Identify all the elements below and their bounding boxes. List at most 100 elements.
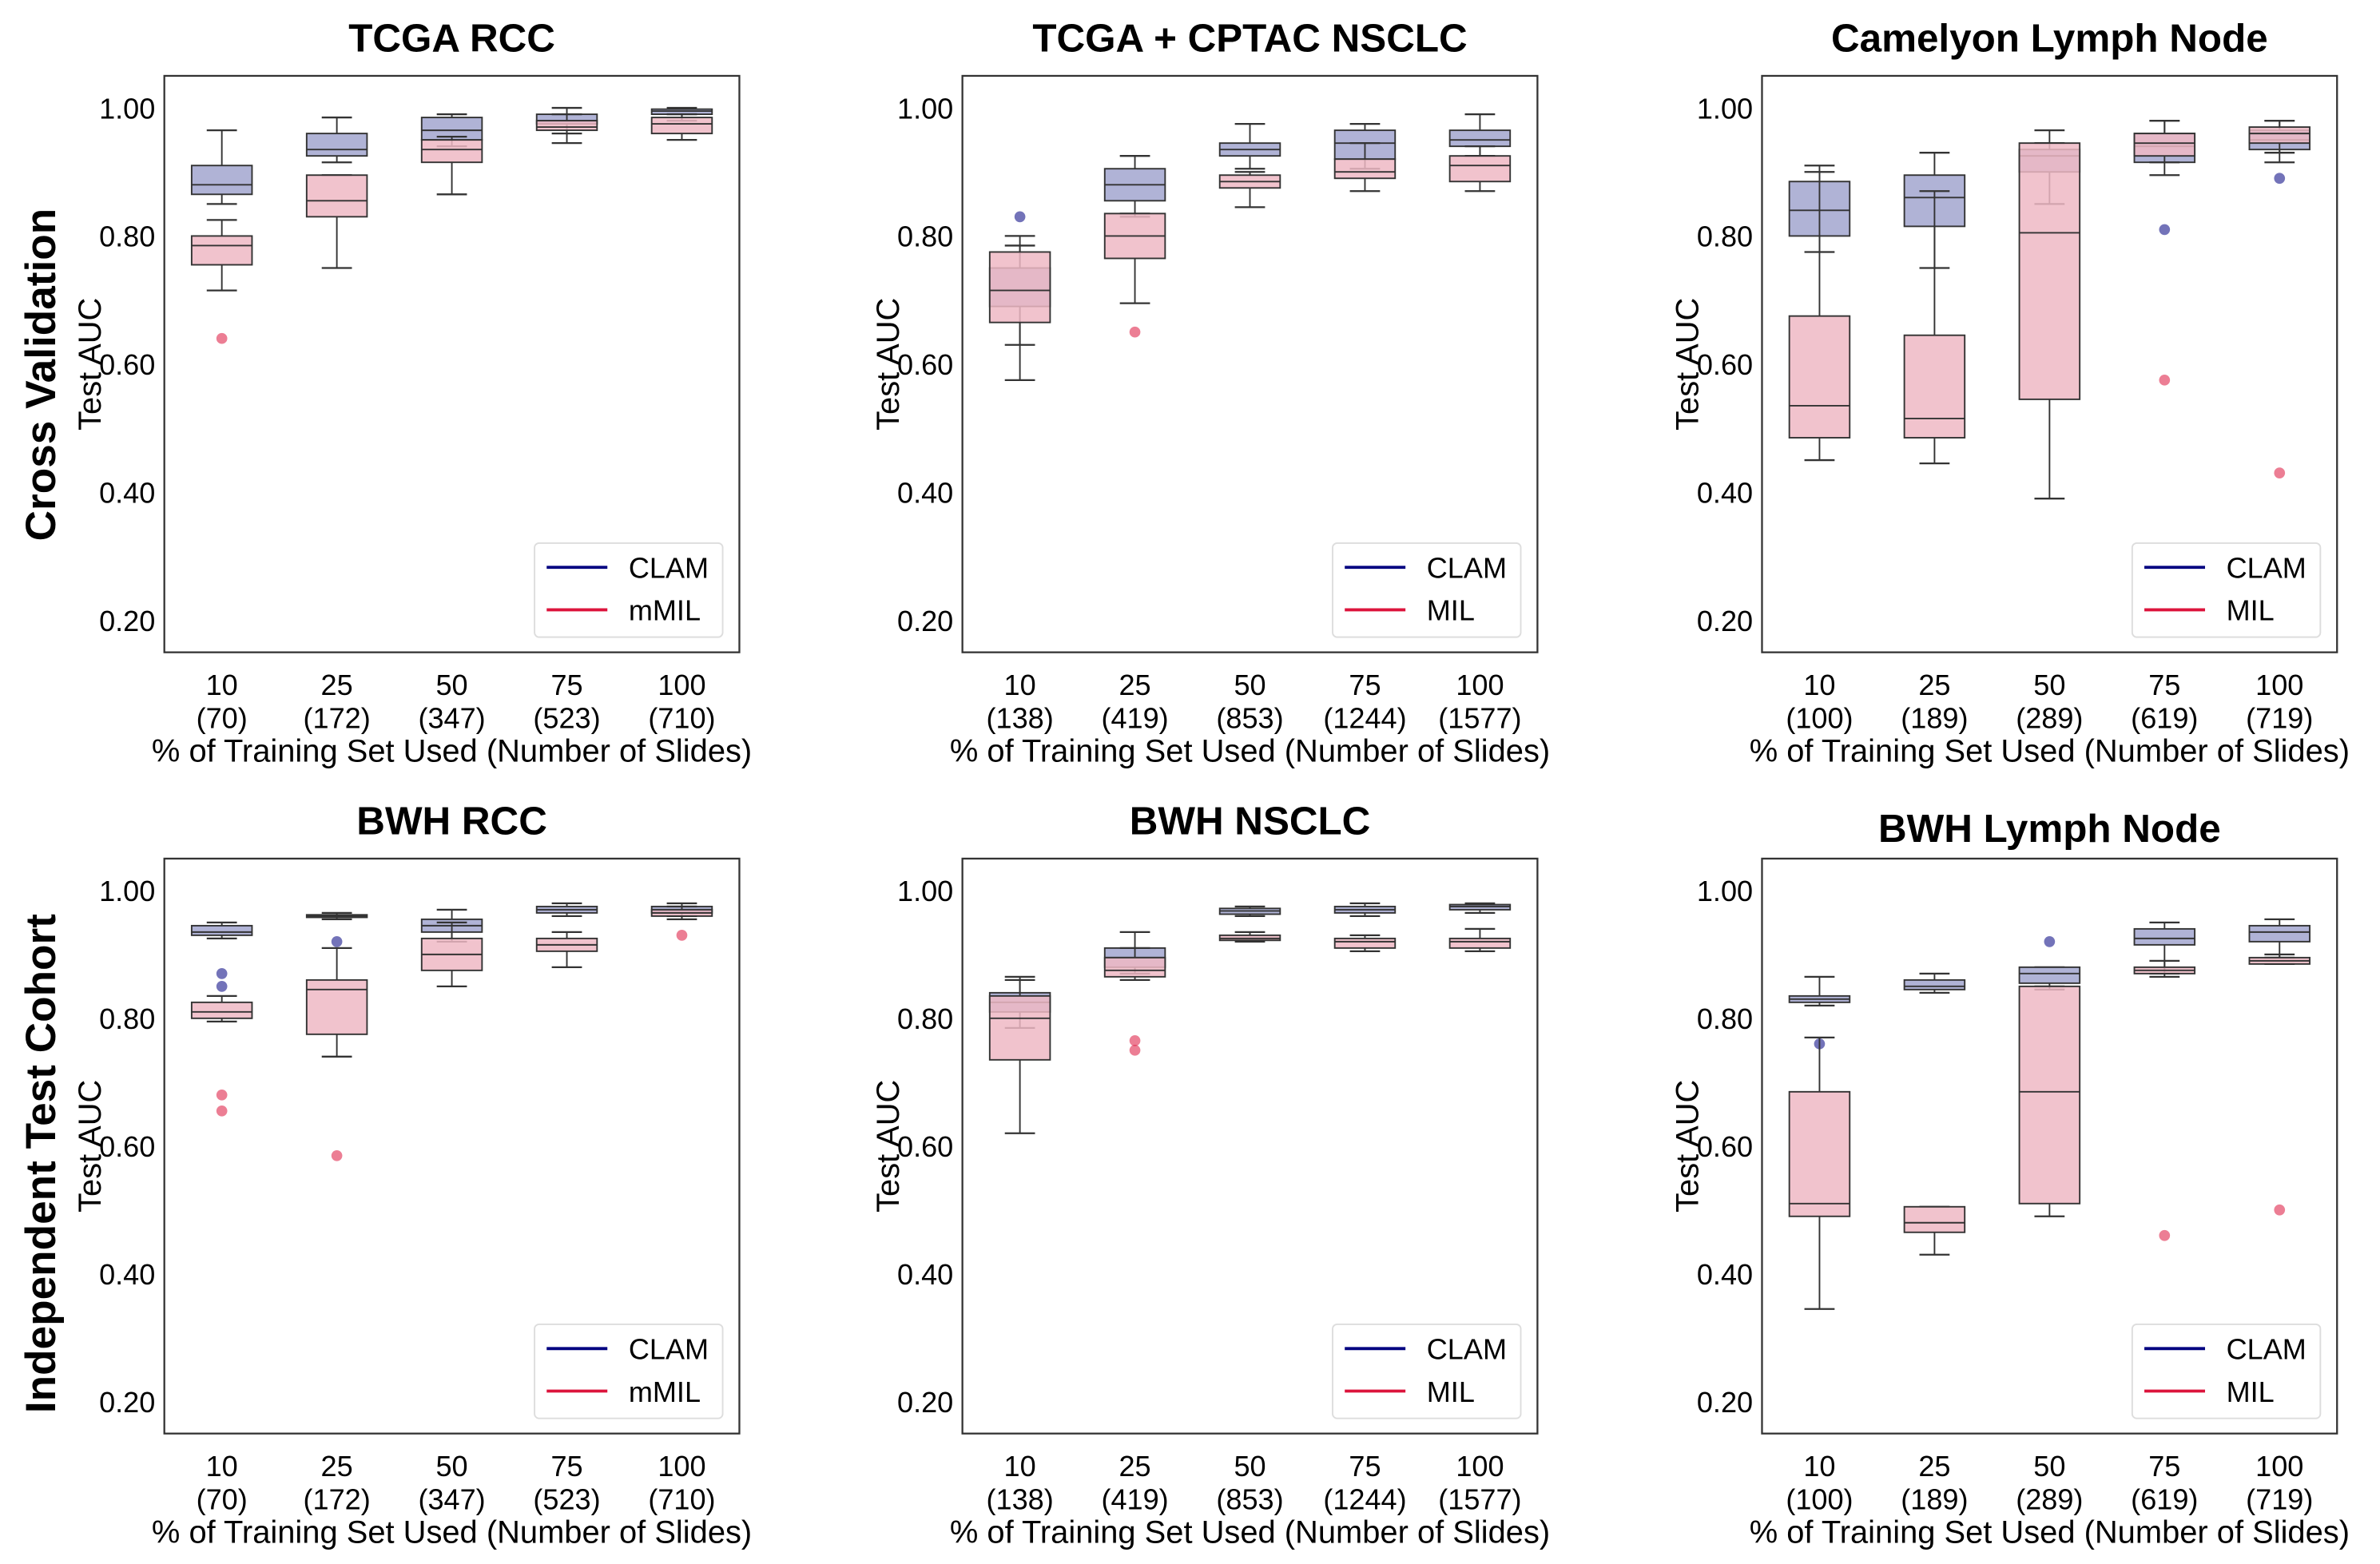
- y-axis-label: Test AUC: [871, 298, 906, 431]
- outlier-point: [2274, 173, 2286, 185]
- y-tick-label: 0.60: [897, 348, 953, 381]
- x-tick-label: 25: [321, 1450, 353, 1483]
- y-axis-label: Test AUC: [73, 298, 108, 431]
- outlier-point: [216, 981, 228, 992]
- x-tick-label: 25: [1118, 1450, 1150, 1483]
- y-tick-label: 0.60: [1697, 1130, 1753, 1163]
- y-tick-label: 0.40: [99, 476, 155, 509]
- box: [1448, 129, 1512, 148]
- y-tick-label: 0.80: [99, 1002, 155, 1035]
- x-tick-sublabel: (1244): [1323, 1483, 1406, 1516]
- x-tick-sublabel: (138): [986, 1483, 1053, 1516]
- x-tick-sublabel: (189): [1901, 702, 1968, 735]
- y-tick-label: 0.20: [1697, 605, 1753, 637]
- x-tick-sublabel: (710): [648, 1483, 715, 1516]
- x-tick-sublabel: (347): [418, 1483, 485, 1516]
- outlier-point: [2159, 374, 2171, 386]
- outlier-point: [2159, 1229, 2171, 1241]
- x-tick-sublabel: (853): [1216, 702, 1283, 735]
- box: [190, 924, 253, 936]
- box-clam: [305, 911, 368, 947]
- y-tick-label: 0.20: [99, 1386, 155, 1419]
- box-mil: [305, 947, 368, 1161]
- plot-area: [163, 857, 741, 1435]
- x-tick-label: 10: [1004, 669, 1036, 701]
- chart-title: TCGA + CPTAC NSCLC: [1032, 17, 1467, 61]
- chart-title: Camelyon Lymph Node: [1831, 17, 2268, 61]
- legend-label: CLAM: [1427, 1333, 1507, 1366]
- box-clam: [1903, 972, 1966, 994]
- x-tick-label: 100: [2255, 669, 2303, 701]
- x-tick-sublabel: (710): [648, 702, 715, 735]
- legend: CLAM mMIL: [534, 542, 724, 638]
- x-axis-label: % of Training Set Used (Number of Slides…: [950, 1514, 1550, 1550]
- x-tick-label: 100: [2255, 1450, 2303, 1483]
- plot-area: [961, 74, 1539, 653]
- box-mil: [1903, 190, 1966, 465]
- outlier-point: [331, 936, 343, 947]
- box: [420, 139, 483, 164]
- outlier-point: [216, 968, 228, 979]
- x-tick-label: 75: [550, 1450, 582, 1483]
- box-mil: [988, 978, 1051, 1134]
- x-tick-sublabel: (172): [304, 1483, 371, 1516]
- x-tick-sublabel: (172): [304, 702, 371, 735]
- y-axis-label: Test AUC: [73, 1080, 108, 1213]
- x-tick-sublabel: (719): [2246, 1483, 2313, 1516]
- outlier-point: [1129, 1044, 1141, 1056]
- y-tick-label: 1.00: [99, 875, 155, 907]
- y-axis-label: Test AUC: [871, 1080, 906, 1213]
- legend-label: mMIL: [629, 594, 701, 627]
- x-tick-label: 75: [1349, 669, 1381, 701]
- y-axis-label: Test AUC: [1671, 1080, 1706, 1213]
- outlier-point: [1129, 326, 1141, 338]
- box-clam: [190, 921, 253, 992]
- box: [1333, 937, 1397, 949]
- y-tick-label: 0.60: [1697, 348, 1753, 381]
- legend: CLAM MIL: [1332, 1323, 1522, 1419]
- y-tick-label: 0.60: [99, 1130, 155, 1163]
- box: [2248, 924, 2311, 943]
- box: [1103, 956, 1166, 978]
- box: [2133, 927, 2196, 946]
- box: [1448, 155, 1512, 183]
- plot-area: [961, 857, 1539, 1435]
- y-tick-label: 0.20: [897, 1386, 953, 1419]
- panel-3: BWH RCC 0.20 0.40 0.60 0.80 1.00 Test AUC 10(70…: [73, 800, 752, 1550]
- x-tick-label: 50: [2033, 669, 2065, 701]
- y-tick-label: 0.40: [1697, 1258, 1753, 1291]
- box-mil: [1103, 212, 1166, 338]
- x-tick-sublabel: (347): [418, 702, 485, 735]
- legend: CLAM MIL: [2131, 542, 2322, 638]
- box: [2248, 126, 2311, 145]
- x-tick-label: 25: [321, 669, 353, 701]
- box: [305, 978, 368, 1035]
- box-clam: [1448, 902, 1512, 915]
- outlier-point: [1014, 211, 1026, 223]
- box-mil: [305, 174, 368, 269]
- box-clam: [2018, 936, 2081, 990]
- legend-label: CLAM: [2227, 552, 2306, 585]
- box-mil: [1103, 947, 1166, 1056]
- outlier-point: [331, 1149, 343, 1161]
- row-label-cross-validation: Cross Validation: [18, 208, 65, 542]
- plot-area: [1761, 857, 2338, 1435]
- y-axis-label: Test AUC: [1671, 298, 1706, 431]
- x-tick-label: 50: [2033, 1450, 2065, 1483]
- y-tick-label: 0.80: [897, 1002, 953, 1035]
- x-tick-label: 50: [436, 1450, 468, 1483]
- box: [2018, 985, 2081, 1205]
- box: [2018, 142, 2081, 400]
- legend-label: MIL: [2227, 1375, 2275, 1408]
- x-tick-label: 100: [658, 669, 705, 701]
- legend: CLAM mMIL: [534, 1323, 724, 1419]
- box-mil: [988, 235, 1051, 381]
- y-tick-label: 1.00: [897, 92, 953, 125]
- box-mil: [1218, 931, 1281, 943]
- box: [1788, 315, 1851, 439]
- box-mil: [1448, 145, 1512, 193]
- x-tick-label: 100: [658, 1450, 705, 1483]
- chart-title: BWH RCC: [356, 800, 547, 844]
- legend-label: mMIL: [629, 1375, 701, 1408]
